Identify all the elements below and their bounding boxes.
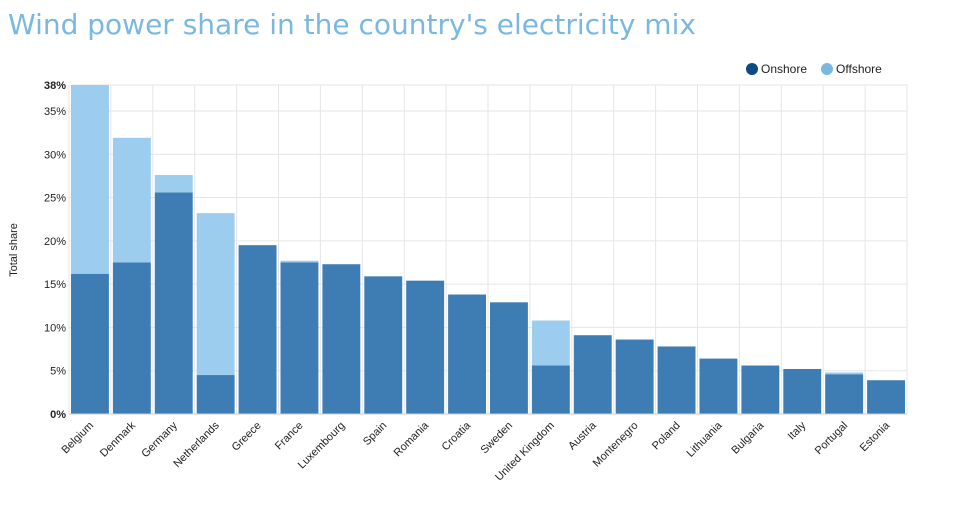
legend-label-offshore: Offshore bbox=[836, 62, 882, 76]
x-tick-label: Bulgaria bbox=[729, 419, 767, 457]
x-tick-label: Sweden bbox=[478, 420, 515, 457]
x-tick-label: Belgium bbox=[59, 420, 96, 457]
bar-offshore-united-kingdom bbox=[531, 320, 570, 366]
y-axis-label: Total share bbox=[8, 223, 20, 277]
x-tick-label: Germany bbox=[139, 419, 180, 460]
bars bbox=[71, 85, 905, 414]
bar-onshore-belgium bbox=[71, 273, 109, 414]
bar-onshore-netherlands bbox=[196, 375, 235, 414]
bar-onshore-spain bbox=[364, 276, 403, 414]
legend-item-offshore[interactable]: Offshore bbox=[821, 62, 882, 76]
x-tick-label: Estonia bbox=[858, 419, 893, 454]
y-tick-label: 10% bbox=[44, 322, 66, 334]
x-tick-label: Lithuania bbox=[685, 419, 726, 460]
x-tick-label: France bbox=[273, 420, 306, 453]
bar-onshore-estonia bbox=[867, 380, 905, 414]
bar-offshore-france bbox=[280, 260, 319, 263]
bar-onshore-austria bbox=[573, 335, 612, 414]
x-tick-label: Croatia bbox=[440, 419, 474, 453]
y-tick-label: 0% bbox=[50, 409, 66, 421]
x-tick-label: Denmark bbox=[98, 419, 138, 459]
bar-offshore-belgium bbox=[71, 85, 109, 274]
x-tick-label: Poland bbox=[650, 420, 683, 453]
x-tick-label: Spain bbox=[361, 420, 389, 448]
bar-onshore-croatia bbox=[448, 294, 486, 414]
x-tick-label: Austria bbox=[566, 419, 599, 452]
bar-onshore-france bbox=[280, 262, 319, 414]
y-tick-label: 35% bbox=[44, 106, 66, 118]
x-tick-label: Netherlands bbox=[171, 419, 222, 470]
bar-onshore-montenegro bbox=[615, 339, 654, 414]
grid bbox=[68, 84, 908, 415]
x-tick-label: Italy bbox=[786, 419, 809, 442]
legend-label-onshore: Onshore bbox=[761, 62, 808, 76]
chart-title: Wind power share in the country's electr… bbox=[8, 8, 696, 41]
legend: Onshore Offshore bbox=[746, 62, 896, 76]
y-tick-label: 20% bbox=[44, 236, 66, 248]
x-tick-label: Portugal bbox=[813, 420, 850, 457]
legend-swatch-offshore bbox=[821, 63, 834, 75]
legend-item-onshore[interactable]: Onshore bbox=[746, 62, 807, 76]
legend-swatch-onshore bbox=[746, 63, 758, 75]
x-tick-label: Montenegro bbox=[591, 420, 641, 470]
bar-onshore-germany bbox=[154, 192, 193, 414]
y-axis: 0% 5% 10% 15% 20% 25% 30% 35% 38% bbox=[44, 80, 907, 421]
bar-onshore-denmark bbox=[112, 262, 151, 414]
bar-offshore-germany bbox=[154, 175, 193, 193]
bar-onshore-italy bbox=[783, 368, 822, 414]
y-tick-label: 38% bbox=[44, 80, 66, 92]
bar-onshore-lithuania bbox=[699, 358, 738, 414]
bar-onshore-bulgaria bbox=[741, 365, 780, 414]
bar-onshore-romania bbox=[406, 280, 445, 414]
bar-offshore-netherlands bbox=[196, 213, 235, 376]
bar-onshore-portugal bbox=[825, 374, 864, 414]
x-tick-label: Romania bbox=[392, 419, 432, 459]
bar-onshore-greece bbox=[238, 245, 277, 414]
y-tick-label: 15% bbox=[44, 279, 66, 291]
bar-onshore-luxembourg bbox=[322, 264, 361, 414]
y-tick-label: 5% bbox=[50, 366, 66, 378]
y-tick-label: 25% bbox=[44, 193, 66, 205]
y-tick-label: 30% bbox=[44, 149, 66, 161]
bar-offshore-denmark bbox=[112, 137, 151, 263]
bar-onshore-poland bbox=[657, 346, 696, 414]
x-tick-label: Greece bbox=[230, 420, 264, 454]
bar-offshore-portugal bbox=[825, 372, 864, 375]
bar-onshore-sweden bbox=[490, 302, 528, 414]
bar-onshore-united-kingdom bbox=[531, 365, 570, 414]
